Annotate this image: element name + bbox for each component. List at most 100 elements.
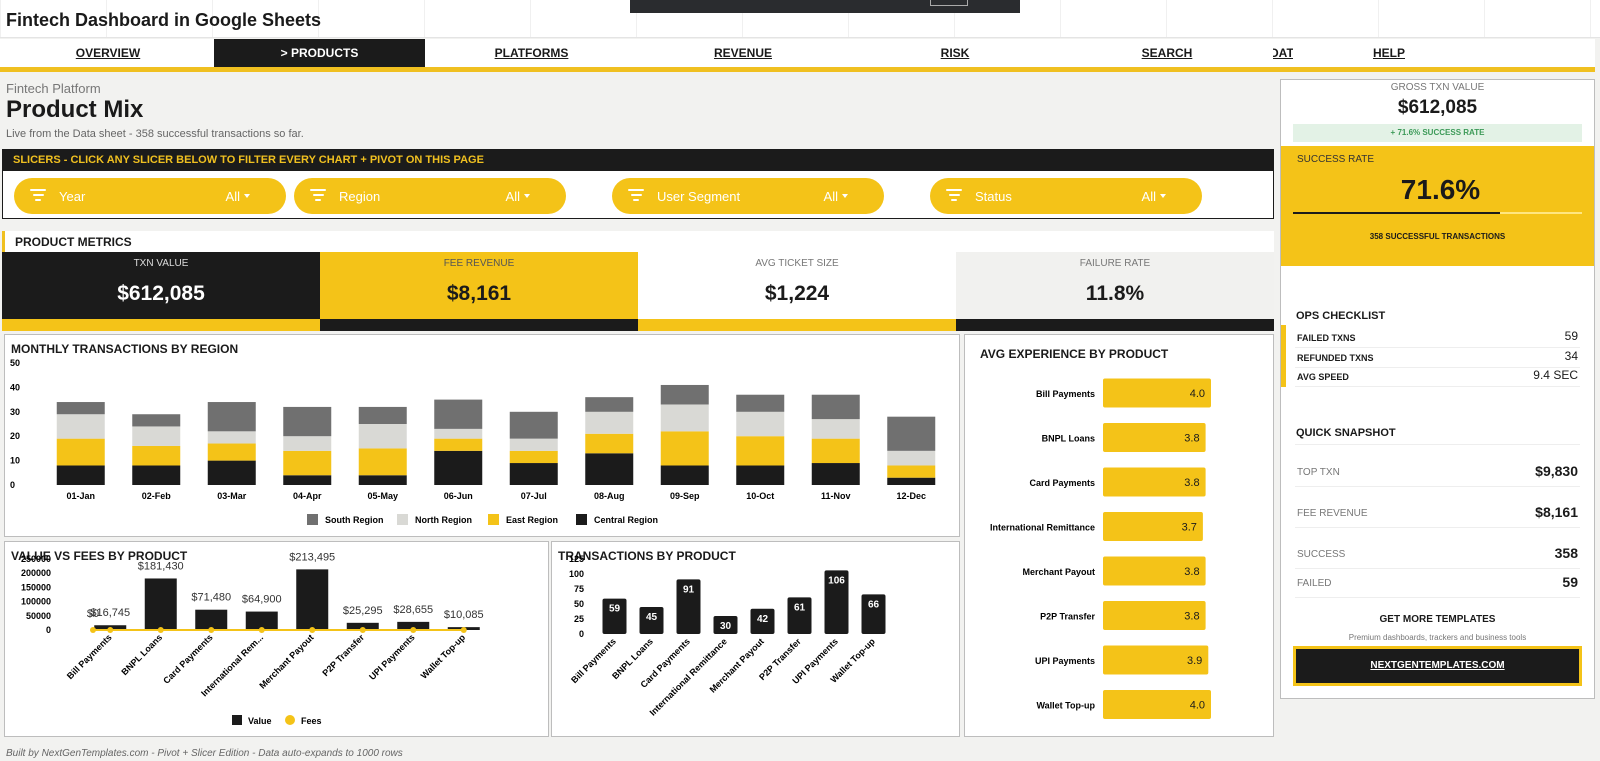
- promo-link-button[interactable]: NEXTGENTEMPLATES.COM: [1293, 646, 1582, 686]
- fees-point: [460, 627, 467, 633]
- y-tick-label: 250000: [21, 554, 51, 564]
- x-tick-label: Merchant Payout: [257, 632, 315, 690]
- bar-segment: [660, 431, 709, 466]
- nav-risk[interactable]: RISK: [940, 46, 970, 60]
- data-label: $16,745: [90, 607, 130, 619]
- page-subtitle: Live from the Data sheet - 358 successfu…: [6, 128, 304, 140]
- success-rate-label: SUCCESS RATE: [1297, 154, 1375, 165]
- filter-icon: [30, 189, 46, 203]
- data-label: 4.0: [1190, 388, 1205, 400]
- snapshot-divider: [1295, 444, 1580, 445]
- chart-title: VALUE VS FEES BY PRODUCT: [11, 549, 188, 563]
- caret-down-icon: [244, 194, 250, 198]
- y-tick-label: 75: [574, 584, 584, 594]
- fees-point: [359, 627, 366, 633]
- ops-row: FAILED TXNS 59: [1295, 328, 1580, 348]
- bar-segment: [434, 438, 483, 451]
- slicer-year[interactable]: Year All: [14, 178, 286, 214]
- snapshot-value: 358: [1554, 545, 1578, 561]
- slicer-status[interactable]: Status All: [930, 178, 1202, 214]
- kpi-label: TXN VALUE: [133, 258, 189, 269]
- y-tick-label: 100: [569, 569, 584, 579]
- bar-segment: [132, 426, 181, 446]
- slicer-region[interactable]: Region All: [294, 178, 566, 214]
- slicer-value: All: [823, 189, 838, 204]
- x-tick-label: Bill Payments: [569, 636, 618, 685]
- bar-segment: [887, 450, 936, 466]
- slicer-label: Region: [339, 189, 381, 204]
- data-label: $10,085: [444, 609, 484, 621]
- data-label: 3.8: [1184, 611, 1199, 623]
- fees-point: [410, 627, 417, 633]
- success-rate-card: SUCCESS RATE 71.6% 358 SUCCESSFUL TRANSA…: [1281, 146, 1594, 266]
- panel-value-vs-fees: VALUE VS FEES BY PRODUCT 0 50000 100000 150…: [4, 541, 549, 737]
- y-tick-label: 25: [574, 614, 584, 624]
- y-tick-label: 0: [579, 629, 584, 639]
- kpi-fee-revenue: FEE REVENUE $8,161: [320, 252, 638, 331]
- bar-segment: [736, 411, 785, 437]
- x-tick-label: International Remittance: [648, 636, 729, 717]
- slicer-user-segment[interactable]: User Segment All: [612, 178, 884, 214]
- bar-segment: [660, 384, 709, 405]
- kpi-failure-rate: FAILURE RATE 11.8%: [956, 252, 1274, 331]
- app-title: Fintech Dashboard in Google Sheets: [6, 10, 322, 30]
- kpi-txn-value: TXN VALUE $612,085: [2, 252, 320, 331]
- nav-platforms[interactable]: PLATFORMS: [494, 46, 569, 60]
- nav-bar: OVERVIEW > PRODUCTS PLATFORMS REVENUE RI…: [0, 39, 1595, 67]
- snapshot-row: TOP TXN $9,830: [1295, 457, 1580, 487]
- snapshot-value: 59: [1562, 574, 1578, 590]
- data-label: 30: [720, 621, 732, 632]
- bar-experience: [1103, 467, 1206, 497]
- bar-segment: [811, 463, 860, 485]
- fees-point: [90, 627, 96, 633]
- success-rate-caption: 358 SUCCESSFUL TRANSACTIONS: [1369, 232, 1506, 241]
- bar-experience: [1103, 512, 1203, 541]
- legend-swatch: [488, 514, 499, 525]
- nav-search[interactable]: SEARCH: [1141, 46, 1193, 60]
- ops-value: 59: [1564, 329, 1578, 343]
- success-rate-fill: [1293, 212, 1500, 214]
- bar-segment: [434, 450, 483, 485]
- nav-help[interactable]: HELP: [1372, 46, 1405, 60]
- kpi-value: $612,085: [117, 282, 205, 305]
- legend-swatch: [232, 715, 242, 725]
- overlay-button[interactable]: [930, 0, 968, 6]
- data-label: 45: [646, 612, 658, 623]
- page-title: Product Mix: [6, 96, 144, 123]
- ops-row: REFUNDED TXNS 34: [1295, 348, 1580, 368]
- y-tick-label: 40: [10, 382, 20, 392]
- product-metrics-title: PRODUCT METRICS: [15, 235, 132, 249]
- data-label: 61: [794, 602, 806, 613]
- promo-title: GET MORE TEMPLATES: [1379, 614, 1496, 625]
- gross-label: GROSS TXN VALUE: [1390, 82, 1485, 93]
- success-rate-track: [1293, 212, 1582, 214]
- bar-segment: [811, 419, 860, 439]
- y-tick-label: 20: [10, 431, 20, 441]
- bar-segment: [358, 424, 407, 449]
- legend-swatch: [285, 715, 295, 725]
- y-tick-label: 50: [10, 358, 20, 368]
- bar-segment: [509, 450, 558, 464]
- caret-down-icon: [1160, 194, 1166, 198]
- kpi-label: AVG TICKET SIZE: [755, 258, 839, 269]
- snapshot-value: $8,161: [1535, 504, 1578, 520]
- sidebar: GROSS TXN VALUE $612,085 + 71.6% SUCCESS…: [1280, 79, 1595, 699]
- x-tick-label: 12-Dec: [896, 491, 926, 501]
- nav-data[interactable]: DATA: [1273, 46, 1293, 60]
- x-tick-label: Wallet Top-up: [419, 632, 468, 681]
- nav-overview[interactable]: OVERVIEW: [75, 46, 141, 60]
- snapshot-label: TOP TXN: [1297, 467, 1340, 478]
- y-category-label: International Remittance: [990, 523, 1095, 533]
- bar-segment: [434, 399, 483, 429]
- bar-segment: [585, 411, 634, 434]
- bar-segment: [509, 411, 558, 439]
- snapshot-label: FAILED: [1297, 578, 1332, 589]
- nav-products[interactable]: > PRODUCTS: [214, 39, 425, 67]
- nav-revenue[interactable]: REVENUE: [713, 46, 772, 60]
- legend-swatch: [576, 514, 587, 525]
- y-category-label: P2P Transfer: [1040, 612, 1095, 622]
- bar-value: [296, 569, 329, 630]
- slicer-label: Year: [59, 189, 86, 204]
- slicer-value: All: [1141, 189, 1156, 204]
- data-label: $213,495: [289, 551, 335, 563]
